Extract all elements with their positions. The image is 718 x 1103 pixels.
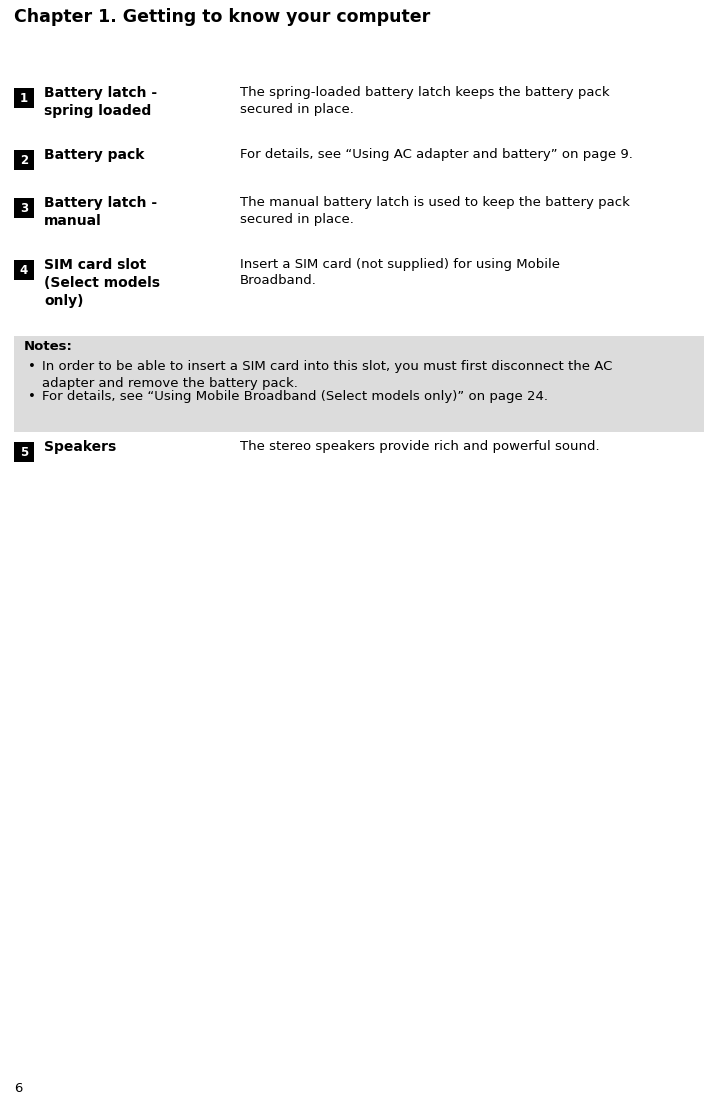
Text: •: •: [28, 390, 36, 403]
Text: The stereo speakers provide rich and powerful sound.: The stereo speakers provide rich and pow…: [240, 440, 600, 453]
Text: Speakers: Speakers: [44, 440, 116, 454]
Text: 1: 1: [20, 92, 28, 105]
FancyBboxPatch shape: [14, 336, 704, 432]
Text: 5: 5: [20, 446, 28, 459]
Text: Notes:: Notes:: [24, 340, 73, 353]
Text: 3: 3: [20, 202, 28, 214]
Text: Chapter 1. Getting to know your computer: Chapter 1. Getting to know your computer: [14, 8, 430, 26]
Text: 4: 4: [20, 264, 28, 277]
Text: 2: 2: [20, 153, 28, 167]
Text: Insert a SIM card (not supplied) for using Mobile
Broadband.: Insert a SIM card (not supplied) for usi…: [240, 258, 560, 288]
Text: Battery pack: Battery pack: [44, 148, 144, 162]
Text: For details, see “Using AC adapter and battery” on page 9.: For details, see “Using AC adapter and b…: [240, 148, 633, 161]
Text: 6: 6: [14, 1082, 22, 1095]
Text: SIM card slot
(Select models
only): SIM card slot (Select models only): [44, 258, 160, 308]
Text: The spring-loaded battery latch keeps the battery pack
secured in place.: The spring-loaded battery latch keeps th…: [240, 86, 610, 116]
Text: Battery latch -
spring loaded: Battery latch - spring loaded: [44, 86, 157, 118]
FancyBboxPatch shape: [14, 88, 34, 108]
FancyBboxPatch shape: [14, 150, 34, 170]
Text: Battery latch -
manual: Battery latch - manual: [44, 196, 157, 228]
Text: •: •: [28, 360, 36, 373]
FancyBboxPatch shape: [14, 199, 34, 218]
FancyBboxPatch shape: [14, 260, 34, 280]
Text: The manual battery latch is used to keep the battery pack
secured in place.: The manual battery latch is used to keep…: [240, 196, 630, 225]
Text: In order to be able to insert a SIM card into this slot, you must first disconne: In order to be able to insert a SIM card…: [42, 360, 612, 389]
FancyBboxPatch shape: [14, 442, 34, 462]
Text: For details, see “Using Mobile Broadband (Select models only)” on page 24.: For details, see “Using Mobile Broadband…: [42, 390, 548, 403]
